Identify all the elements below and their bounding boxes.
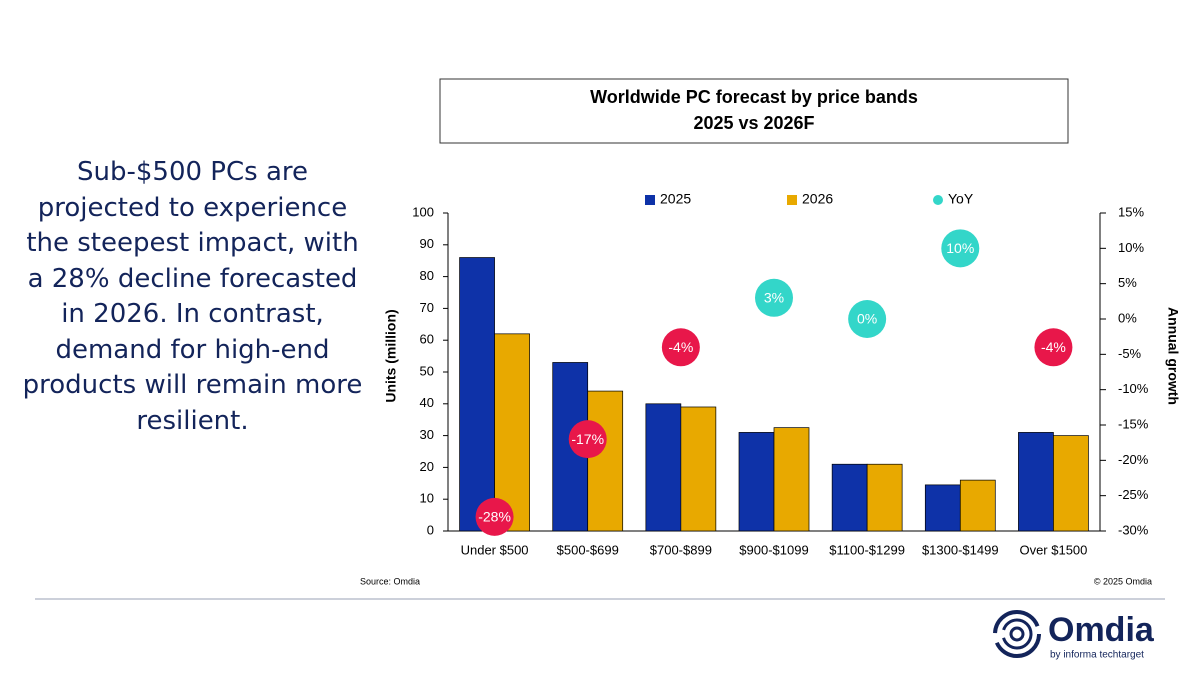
y-tick-label: 60 xyxy=(420,332,434,347)
bar xyxy=(645,403,682,532)
y-tick-label: 80 xyxy=(420,268,434,283)
x-tick-label: $900-$1099 xyxy=(739,542,808,557)
y-tick-label: 100 xyxy=(412,204,434,219)
slide-body: Sub-$500 PCs are projected to experience… xyxy=(22,157,363,436)
yoy-bubble xyxy=(848,300,887,338)
bar xyxy=(831,463,868,532)
bar xyxy=(866,463,903,532)
y2-tick-label: -15% xyxy=(1118,416,1149,431)
legend-marker xyxy=(645,195,655,205)
y2-tick-label: 5% xyxy=(1118,275,1137,290)
yoy-bubble xyxy=(475,497,514,536)
yoy-label: -4% xyxy=(1041,339,1066,355)
y-axis-label: Units (million) xyxy=(383,309,399,402)
yoy-label: -17% xyxy=(571,431,604,447)
yoy-bubble xyxy=(755,278,793,317)
bar xyxy=(587,390,624,532)
y2-tick-label: 10% xyxy=(1118,240,1144,255)
y2-tick-label: -10% xyxy=(1118,381,1149,396)
x-tick-label: Over $1500 xyxy=(1019,542,1087,557)
yoy-bubble xyxy=(661,328,700,367)
y-tick-label: 40 xyxy=(420,395,434,410)
y-tick-label: 20 xyxy=(420,459,434,474)
yoy-label: 3% xyxy=(764,290,784,306)
yoy-bubble xyxy=(1034,328,1073,367)
y2-tick-label: 0% xyxy=(1118,310,1137,325)
x-tick-label: $500-$699 xyxy=(557,542,619,557)
y-tick-label: 30 xyxy=(420,427,434,442)
legend-label: 2026 xyxy=(802,191,833,207)
yoy-label: 0% xyxy=(857,311,877,327)
yoy-bubble xyxy=(568,420,607,459)
y2-tick-label: 15% xyxy=(1118,204,1144,219)
bar xyxy=(738,432,775,532)
x-tick-label: $1100-$1299 xyxy=(829,542,905,557)
yoy-label: -4% xyxy=(668,339,693,355)
logo: Omdia xyxy=(1048,611,1155,649)
logo-tagline: by informa techtarget xyxy=(1050,650,1144,661)
yoy-label: 10% xyxy=(946,240,974,256)
y2-tick-label: -5% xyxy=(1118,346,1142,361)
y2-axis-label: Annual growth xyxy=(1165,307,1181,405)
bar xyxy=(680,406,717,532)
y-tick-label: 50 xyxy=(420,363,434,378)
y-tick-label: 10 xyxy=(420,491,434,506)
x-tick-label: Under $500 xyxy=(461,542,529,557)
y-tick-label: 90 xyxy=(420,236,434,251)
legend-label: YoY xyxy=(948,191,974,207)
yoy-label: -28% xyxy=(478,509,511,525)
x-tick-label: $700-$899 xyxy=(650,542,712,557)
bar xyxy=(959,479,996,532)
bar xyxy=(1018,432,1054,532)
title-box xyxy=(439,78,1069,144)
legend-marker xyxy=(933,195,943,205)
copyright: © 2025 Omdia xyxy=(1094,576,1152,586)
x-tick-label: $1300-$1499 xyxy=(922,542,999,557)
chart-subtitle: 2025 vs 2026F xyxy=(693,113,814,133)
bar xyxy=(494,333,530,532)
y2-tick-label: -25% xyxy=(1118,487,1149,502)
legend-marker xyxy=(787,195,797,205)
y2-tick-label: -20% xyxy=(1118,452,1149,467)
legend-label: 2025 xyxy=(660,191,691,207)
y-tick-label: 0 xyxy=(427,522,434,537)
source: Source: Omdia xyxy=(360,576,420,586)
bar xyxy=(773,427,810,532)
chart-title: Worldwide PC forecast by price bands xyxy=(590,87,918,107)
y-tick-label: 70 xyxy=(420,300,434,315)
bar xyxy=(459,257,495,532)
y2-tick-label: -30% xyxy=(1118,522,1149,537)
bar xyxy=(1053,435,1089,532)
yoy-bubble xyxy=(941,229,980,268)
logo-icon xyxy=(993,610,1041,658)
bar xyxy=(924,484,961,532)
